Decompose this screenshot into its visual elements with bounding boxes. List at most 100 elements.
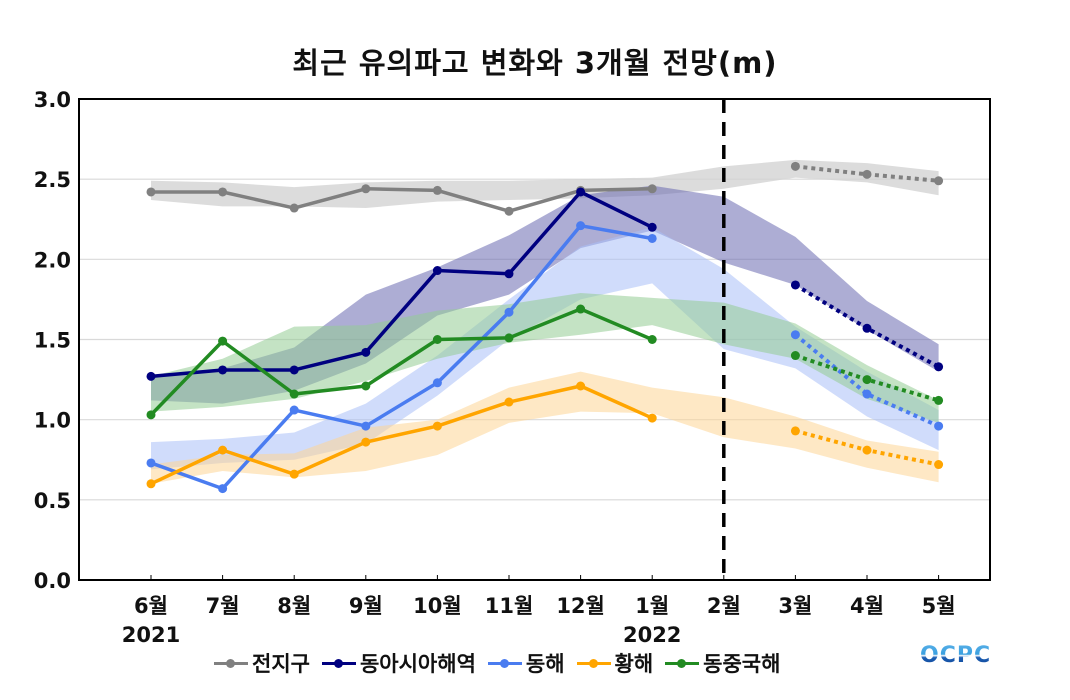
x-tick-label: 1월 [635, 594, 669, 618]
observed-point [576, 187, 586, 197]
forecast-line-2 [794, 333, 940, 428]
observed-point [504, 269, 514, 279]
forecast-point [790, 330, 800, 340]
observed-point [361, 437, 371, 447]
observed-point [218, 365, 228, 375]
ocpc-logo: OCPC [920, 643, 992, 668]
observed-line-2 [150, 223, 653, 491]
legend-label: 황해 [614, 652, 654, 676]
x-tick-label: 8월 [277, 594, 311, 618]
forecast-point [934, 176, 944, 186]
x-tick-label: 4월 [850, 594, 884, 618]
legend-item: 동중국해 [665, 648, 780, 678]
observed-point [432, 335, 442, 344]
legend-item: 황해 [576, 648, 654, 678]
observed-point [504, 333, 514, 343]
observed-line-4 [149, 307, 653, 417]
observed-point [289, 389, 299, 399]
observed-point [361, 184, 371, 194]
forecast-point [934, 460, 944, 470]
observed-point [289, 405, 299, 415]
x-tick-label: 7월 [206, 594, 240, 618]
forecast-point [934, 362, 944, 372]
legend-item: 동해 [487, 648, 565, 678]
observed-point [504, 307, 514, 317]
observed-point [576, 304, 586, 314]
observed-line-1 [150, 190, 653, 379]
observed-point [576, 381, 586, 391]
legend-label: 전지구 [252, 652, 310, 676]
observed-line-3 [150, 384, 653, 486]
observed-point [289, 365, 299, 375]
observed-point [432, 421, 442, 431]
observed-point [146, 410, 156, 420]
observed-point [218, 187, 228, 197]
forecast-point [862, 375, 872, 385]
plot-frame [78, 98, 991, 581]
chart-title: 최근 유의파고 변화와 3개월 전망(m) [292, 46, 778, 80]
forecast-point [934, 421, 944, 431]
band-3 [151, 371, 939, 484]
forecast-point [862, 169, 872, 179]
legend-marker-icon [321, 656, 356, 670]
series-lines [146, 161, 944, 494]
forecast-point [862, 389, 872, 399]
forecast-point [862, 323, 872, 333]
observed-point [504, 206, 514, 216]
observed-point [432, 185, 442, 195]
forecast-point [790, 280, 800, 290]
observed-point [432, 378, 442, 388]
observed-point [647, 335, 657, 344]
forecast-point [790, 426, 800, 436]
x-tick-label: 11월 [485, 594, 534, 618]
observed-point [218, 484, 228, 494]
band-4 [151, 293, 939, 423]
y-tick-label: 1.5 [34, 329, 71, 353]
x-tick-label: 2월 [707, 594, 741, 618]
observed-point [146, 371, 156, 381]
legend-marker-icon [214, 656, 248, 670]
observed-point [146, 479, 156, 489]
legend-label: 동아시아해역 [359, 652, 476, 676]
observed-point [361, 421, 371, 431]
x-tick-label: 5월 [922, 594, 956, 618]
x-tick-label: 12월 [556, 594, 605, 618]
observed-point [647, 413, 657, 423]
observed-point [146, 458, 156, 468]
y-tick-label: 2.0 [34, 248, 71, 272]
year-label: 2021 [122, 623, 180, 647]
forecast-point [790, 161, 800, 171]
legend-marker-icon [665, 656, 700, 670]
legend-label: 동해 [525, 652, 565, 676]
y-tick-label: 1.0 [34, 409, 71, 433]
observed-point [647, 233, 657, 243]
y-tick-label: 3.0 [34, 88, 71, 112]
observed-point [361, 347, 371, 357]
observed-point [576, 221, 586, 231]
observed-line-0 [151, 187, 653, 213]
x-tick-label: 10월 [413, 594, 462, 618]
observed-point [218, 445, 228, 455]
observed-point [647, 222, 657, 232]
y-tick-label: 0.5 [34, 489, 71, 513]
forecast-point [862, 445, 872, 455]
legend: 전지구 동아시아해역 동해 황해 동중국해 [214, 648, 780, 678]
band-2 [151, 227, 939, 470]
observed-point [218, 336, 228, 346]
year-label: 2022 [623, 623, 681, 647]
legend-label: 동중국해 [703, 652, 781, 676]
band-0 [151, 159, 939, 209]
observed-point [361, 381, 371, 391]
forecast-point [934, 395, 944, 405]
observed-point [504, 397, 514, 407]
forecast-point [790, 351, 800, 361]
observed-point [289, 203, 299, 213]
y-tick-label: 0.0 [34, 569, 71, 593]
legend-item: 동아시아해역 [321, 648, 476, 678]
observed-point [289, 469, 299, 479]
observed-point [432, 266, 442, 276]
legend-marker-icon [576, 656, 611, 670]
observed-point [647, 184, 657, 194]
x-tick-label: 3월 [778, 594, 812, 618]
